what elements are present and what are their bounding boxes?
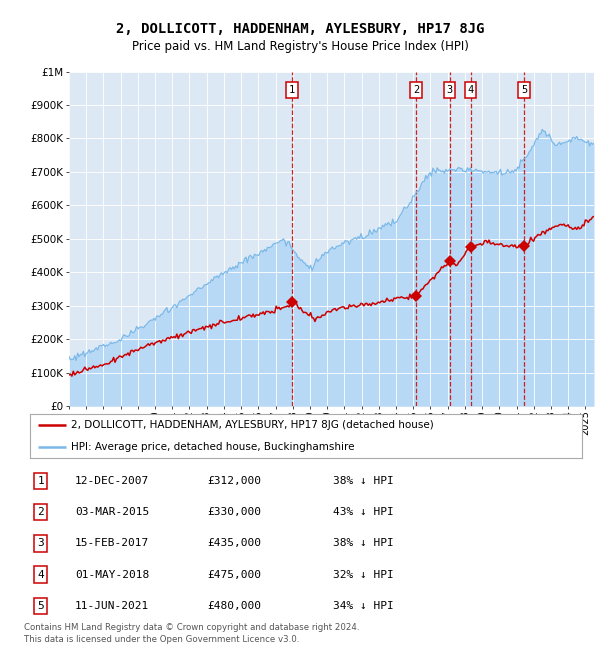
Text: £312,000: £312,000 <box>207 476 261 486</box>
Text: 5: 5 <box>37 601 44 611</box>
Text: 4: 4 <box>37 569 44 580</box>
Text: 15-FEB-2017: 15-FEB-2017 <box>75 538 149 549</box>
Text: 3: 3 <box>37 538 44 549</box>
Text: 2, DOLLICOTT, HADDENHAM, AYLESBURY, HP17 8JG: 2, DOLLICOTT, HADDENHAM, AYLESBURY, HP17… <box>116 22 484 36</box>
Text: 43% ↓ HPI: 43% ↓ HPI <box>333 507 394 517</box>
Text: £480,000: £480,000 <box>207 601 261 611</box>
Text: 03-MAR-2015: 03-MAR-2015 <box>75 507 149 517</box>
Text: 34% ↓ HPI: 34% ↓ HPI <box>333 601 394 611</box>
Text: 12-DEC-2007: 12-DEC-2007 <box>75 476 149 486</box>
Text: 38% ↓ HPI: 38% ↓ HPI <box>333 538 394 549</box>
Text: 38% ↓ HPI: 38% ↓ HPI <box>333 476 394 486</box>
Text: £475,000: £475,000 <box>207 569 261 580</box>
Text: 32% ↓ HPI: 32% ↓ HPI <box>333 569 394 580</box>
Text: 4: 4 <box>467 85 474 95</box>
Text: 2: 2 <box>37 507 44 517</box>
Text: 5: 5 <box>521 85 527 95</box>
Text: Price paid vs. HM Land Registry's House Price Index (HPI): Price paid vs. HM Land Registry's House … <box>131 40 469 53</box>
Text: 2: 2 <box>413 85 419 95</box>
Text: 1: 1 <box>289 85 295 95</box>
Text: This data is licensed under the Open Government Licence v3.0.: This data is licensed under the Open Gov… <box>24 634 299 644</box>
Text: 2, DOLLICOTT, HADDENHAM, AYLESBURY, HP17 8JG (detached house): 2, DOLLICOTT, HADDENHAM, AYLESBURY, HP17… <box>71 420 434 430</box>
Text: 3: 3 <box>446 85 453 95</box>
Text: £330,000: £330,000 <box>207 507 261 517</box>
Text: HPI: Average price, detached house, Buckinghamshire: HPI: Average price, detached house, Buck… <box>71 442 355 452</box>
Text: 1: 1 <box>37 476 44 486</box>
Text: Contains HM Land Registry data © Crown copyright and database right 2024.: Contains HM Land Registry data © Crown c… <box>24 623 359 632</box>
Text: £435,000: £435,000 <box>207 538 261 549</box>
Text: 11-JUN-2021: 11-JUN-2021 <box>75 601 149 611</box>
Text: 01-MAY-2018: 01-MAY-2018 <box>75 569 149 580</box>
